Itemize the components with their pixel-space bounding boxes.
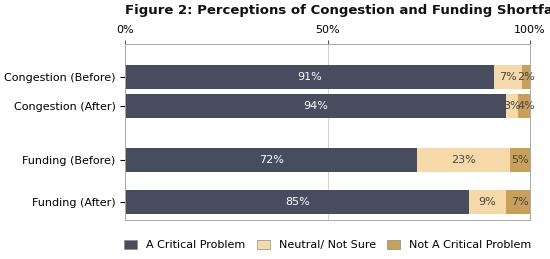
Bar [125, 66, 493, 89]
Text: 94%: 94% [303, 101, 328, 111]
Bar [493, 66, 522, 89]
Text: 4%: 4% [517, 101, 535, 111]
Bar [125, 190, 469, 214]
Text: 7%: 7% [499, 73, 516, 82]
Text: 2%: 2% [517, 73, 535, 82]
Text: Figure 2: Perceptions of Congestion and Funding Shortfalls as Critical Problems: Figure 2: Perceptions of Congestion and … [125, 4, 550, 17]
Text: 23%: 23% [451, 155, 476, 165]
Text: 9%: 9% [478, 197, 497, 207]
Text: 85%: 85% [285, 197, 310, 207]
Bar [125, 148, 417, 172]
Bar [510, 148, 530, 172]
Text: 7%: 7% [511, 197, 529, 207]
Legend: A Critical Problem, Neutral/ Not Sure, Not A Critical Problem: A Critical Problem, Neutral/ Not Sure, N… [120, 236, 535, 253]
Bar [469, 190, 506, 214]
Bar [518, 94, 534, 118]
Bar [506, 94, 518, 118]
Text: 72%: 72% [258, 155, 283, 165]
Bar [125, 94, 506, 118]
Bar [522, 66, 530, 89]
Bar [417, 148, 510, 172]
Text: 5%: 5% [511, 155, 529, 165]
Text: 91%: 91% [297, 73, 322, 82]
Text: 3%: 3% [503, 101, 521, 111]
Bar [506, 190, 534, 214]
